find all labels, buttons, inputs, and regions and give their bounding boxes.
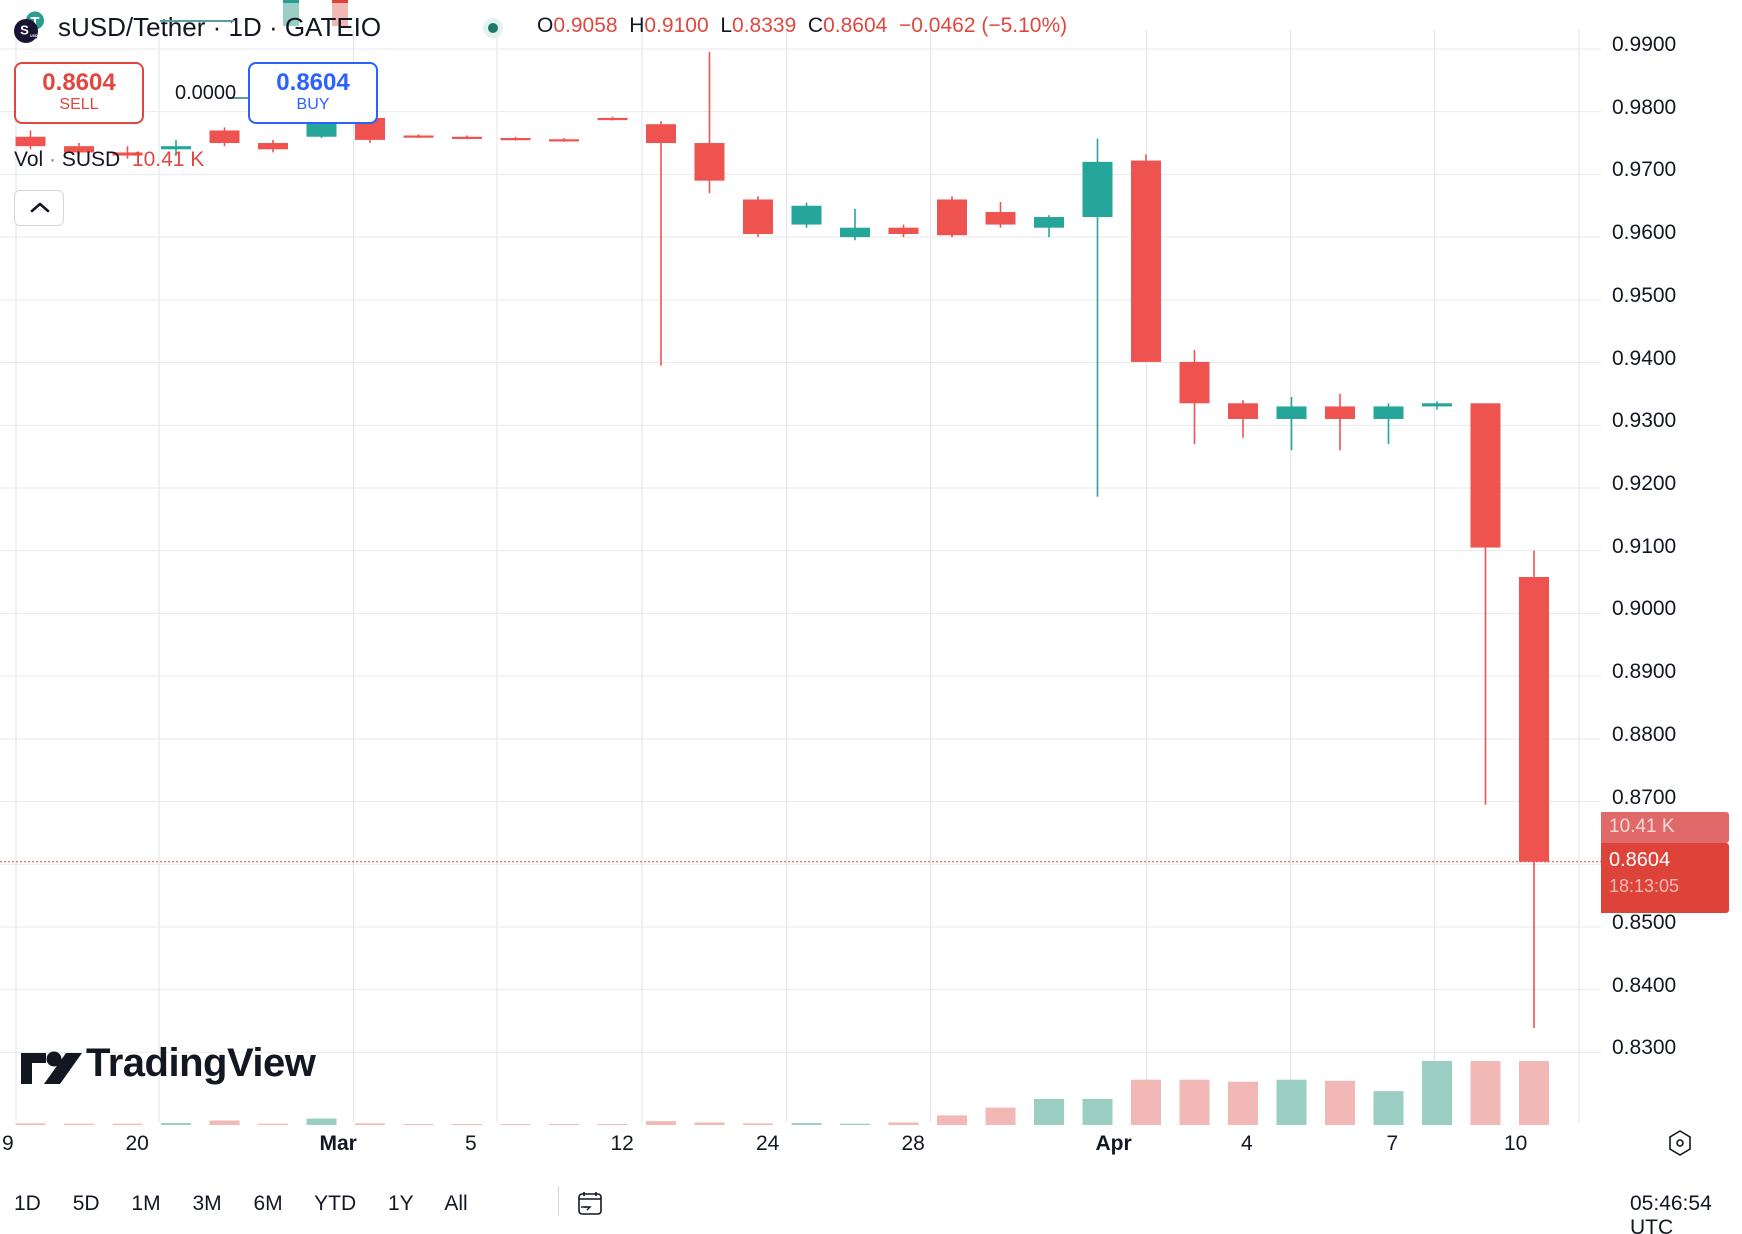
svg-text:USD: USD: [30, 34, 38, 38]
svg-text:S: S: [20, 22, 29, 37]
